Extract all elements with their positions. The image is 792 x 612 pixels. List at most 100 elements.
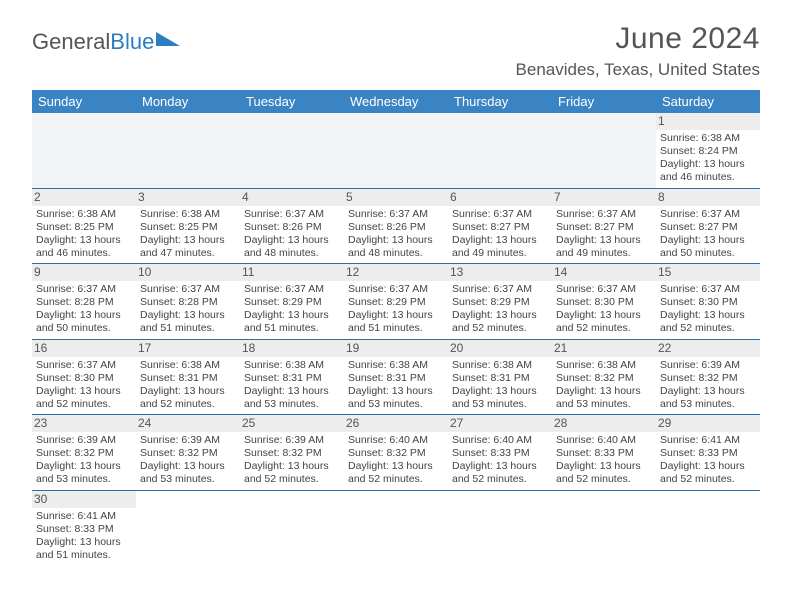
daylight-line: Daylight: 13 hours and 53 minutes. — [36, 460, 132, 486]
day-cell: 21Sunrise: 6:38 AMSunset: 8:32 PMDayligh… — [552, 339, 656, 415]
sunrise-line: Sunrise: 6:37 AM — [140, 283, 236, 296]
sunrise-line: Sunrise: 6:38 AM — [140, 359, 236, 372]
daylight-line: Daylight: 13 hours and 51 minutes. — [348, 309, 444, 335]
sunset-line: Sunset: 8:30 PM — [556, 296, 652, 309]
day-number: 30 — [32, 491, 136, 508]
day-cell: 29Sunrise: 6:41 AMSunset: 8:33 PMDayligh… — [656, 415, 760, 491]
sunset-line: Sunset: 8:29 PM — [348, 296, 444, 309]
sunrise-line: Sunrise: 6:37 AM — [452, 283, 548, 296]
day-cell: 6 Sunrise: 6:37 AMSunset: 8:27 PMDaylight… — [448, 188, 552, 264]
daylight-line: Daylight: 13 hours and 52 minutes. — [244, 460, 340, 486]
day-cell: 19Sunrise: 6:38 AMSunset: 8:31 PMDayligh… — [344, 339, 448, 415]
daylight-line: Daylight: 13 hours and 46 minutes. — [36, 234, 132, 260]
sunrise-line: Sunrise: 6:37 AM — [348, 283, 444, 296]
empty-cell — [344, 490, 448, 565]
daylight-line: Daylight: 13 hours and 51 minutes. — [140, 309, 236, 335]
sunset-line: Sunset: 8:29 PM — [452, 296, 548, 309]
day-number: 23 — [32, 415, 136, 432]
sunset-line: Sunset: 8:32 PM — [348, 447, 444, 460]
day-number: 21 — [552, 340, 656, 357]
day-number: 27 — [448, 415, 552, 432]
sunrise-line: Sunrise: 6:39 AM — [244, 434, 340, 447]
day-cell: 2 Sunrise: 6:38 AMSunset: 8:25 PMDaylight… — [32, 188, 136, 264]
sunrise-line: Sunrise: 6:40 AM — [452, 434, 548, 447]
day-number: 24 — [136, 415, 240, 432]
daylight-line: Daylight: 13 hours and 49 minutes. — [452, 234, 548, 260]
daylight-line: Daylight: 13 hours and 52 minutes. — [36, 385, 132, 411]
sunrise-line: Sunrise: 6:37 AM — [348, 208, 444, 221]
day-number: 2 — [32, 189, 136, 206]
sunrise-line: Sunrise: 6:38 AM — [36, 208, 132, 221]
day-number: 25 — [240, 415, 344, 432]
weekday-header: Thursday — [448, 90, 552, 113]
day-number: 28 — [552, 415, 656, 432]
logo-text-1: General — [32, 29, 110, 55]
day-cell: 1Sunrise: 6:38 AMSunset: 8:24 PMDaylight… — [656, 113, 760, 188]
day-number: 19 — [344, 340, 448, 357]
sunrise-line: Sunrise: 6:41 AM — [36, 510, 132, 523]
daylight-line: Daylight: 13 hours and 53 minutes. — [140, 460, 236, 486]
day-cell: 4Sunrise: 6:37 AMSunset: 8:26 PMDaylight… — [240, 188, 344, 264]
sunset-line: Sunset: 8:31 PM — [348, 372, 444, 385]
sunrise-line: Sunrise: 6:38 AM — [556, 359, 652, 372]
sunset-line: Sunset: 8:25 PM — [36, 221, 132, 234]
sunset-line: Sunset: 8:25 PM — [140, 221, 236, 234]
day-number: 8 — [656, 189, 760, 206]
day-number: 18 — [240, 340, 344, 357]
day-cell: 10Sunrise: 6:37 AMSunset: 8:28 PMDayligh… — [136, 264, 240, 340]
empty-cell — [656, 490, 760, 565]
daylight-line: Daylight: 13 hours and 53 minutes. — [452, 385, 548, 411]
day-cell: 23Sunrise: 6:39 AMSunset: 8:32 PMDayligh… — [32, 415, 136, 491]
weekday-header: Tuesday — [240, 90, 344, 113]
day-number: 7 — [552, 189, 656, 206]
day-number: 13 — [448, 264, 552, 281]
sunrise-line: Sunrise: 6:37 AM — [452, 208, 548, 221]
empty-cell — [240, 490, 344, 565]
sunset-line: Sunset: 8:32 PM — [660, 372, 756, 385]
daylight-line: Daylight: 13 hours and 52 minutes. — [452, 460, 548, 486]
day-cell: 13 Sunrise: 6:37 AMSunset: 8:29 PMDayligh… — [448, 264, 552, 340]
sunset-line: Sunset: 8:33 PM — [660, 447, 756, 460]
sunrise-line: Sunrise: 6:37 AM — [660, 283, 756, 296]
sunset-line: Sunset: 8:31 PM — [244, 372, 340, 385]
weekday-header: Sunday — [32, 90, 136, 113]
day-cell: 27 Sunrise: 6:40 AMSunset: 8:33 PMDayligh… — [448, 415, 552, 491]
daylight-line: Daylight: 13 hours and 53 minutes. — [556, 385, 652, 411]
day-cell: 24Sunrise: 6:39 AMSunset: 8:32 PMDayligh… — [136, 415, 240, 491]
daylight-line: Daylight: 13 hours and 52 minutes. — [660, 309, 756, 335]
day-cell: 18Sunrise: 6:38 AMSunset: 8:31 PMDayligh… — [240, 339, 344, 415]
daylight-line: Daylight: 13 hours and 46 minutes. — [660, 158, 756, 184]
sunrise-line: Sunrise: 6:38 AM — [244, 359, 340, 372]
sunset-line: Sunset: 8:27 PM — [452, 221, 548, 234]
daylight-line: Daylight: 13 hours and 53 minutes. — [348, 385, 444, 411]
day-number: 20 — [448, 340, 552, 357]
sunset-line: Sunset: 8:33 PM — [556, 447, 652, 460]
day-cell: 14Sunrise: 6:37 AMSunset: 8:30 PMDayligh… — [552, 264, 656, 340]
logo-triangle-icon — [156, 28, 180, 46]
day-number: 16 — [32, 340, 136, 357]
daylight-line: Daylight: 13 hours and 49 minutes. — [556, 234, 652, 260]
sunset-line: Sunset: 8:26 PM — [244, 221, 340, 234]
day-number: 14 — [552, 264, 656, 281]
day-number: 6 — [448, 189, 552, 206]
day-number: 5 — [344, 189, 448, 206]
sunrise-line: Sunrise: 6:40 AM — [556, 434, 652, 447]
sunset-line: Sunset: 8:30 PM — [660, 296, 756, 309]
empty-cell — [136, 113, 240, 188]
day-cell: 17 Sunrise: 6:38 AMSunset: 8:31 PMDayligh… — [136, 339, 240, 415]
daylight-line: Daylight: 13 hours and 52 minutes. — [660, 460, 756, 486]
sunrise-line: Sunrise: 6:37 AM — [244, 208, 340, 221]
sunset-line: Sunset: 8:27 PM — [660, 221, 756, 234]
day-number: 17 — [136, 340, 240, 357]
day-cell: 16Sunrise: 6:37 AMSunset: 8:30 PMDayligh… — [32, 339, 136, 415]
logo-text-2: Blue — [110, 29, 154, 55]
sunset-line: Sunset: 8:33 PM — [452, 447, 548, 460]
empty-cell — [32, 113, 136, 188]
sunrise-line: Sunrise: 6:37 AM — [36, 283, 132, 296]
weekday-header: Monday — [136, 90, 240, 113]
day-cell: 30Sunrise: 6:41 AMSunset: 8:33 PMDayligh… — [32, 490, 136, 565]
daylight-line: Daylight: 13 hours and 52 minutes. — [140, 385, 236, 411]
daylight-line: Daylight: 13 hours and 52 minutes. — [452, 309, 548, 335]
daylight-line: Daylight: 13 hours and 50 minutes. — [660, 234, 756, 260]
sunset-line: Sunset: 8:31 PM — [140, 372, 236, 385]
